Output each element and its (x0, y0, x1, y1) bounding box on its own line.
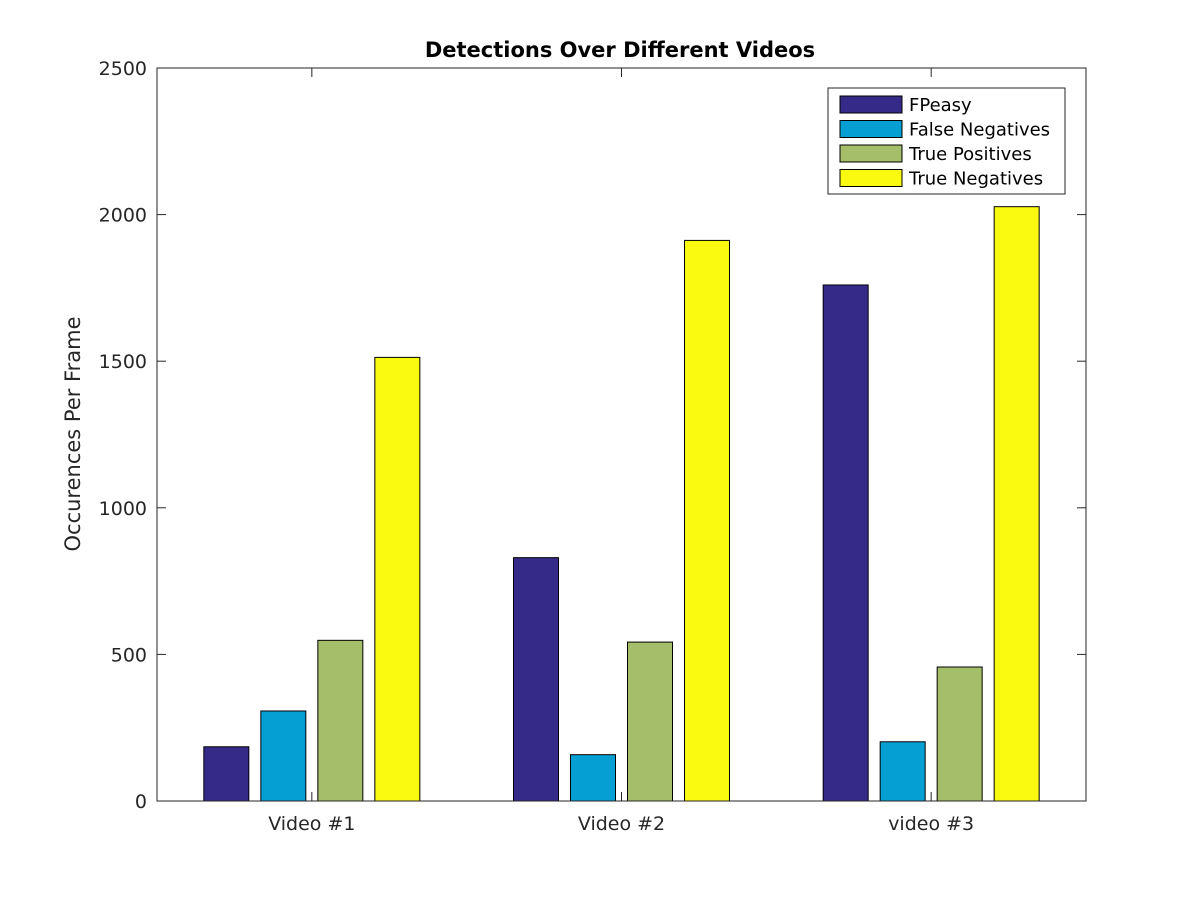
legend: FPeasy False Negatives True Positives True … (827, 87, 1066, 195)
legend-entry: False Negatives (909, 120, 1050, 141)
axes-group: 0 500 1000 1500 2000 2500 Video #1 Video #2 vide… (99, 58, 1087, 835)
bar (317, 639, 364, 802)
bar (570, 754, 616, 802)
y-tick-label: 2000 (99, 205, 147, 227)
y-axis-label: Occurences Per Frame (61, 317, 85, 552)
y-tick-label: 0 (135, 791, 147, 813)
x-tick-label: Video #1 (268, 813, 355, 835)
bar (684, 239, 730, 802)
x-tick-label: Video #2 (578, 813, 665, 835)
bar (822, 284, 869, 802)
bar (993, 206, 1040, 802)
y-tick-label: 2500 (99, 58, 147, 80)
bar (374, 356, 421, 802)
legend-entry: True Positives (908, 144, 1032, 165)
bar (260, 710, 307, 802)
legend-swatch (839, 120, 903, 138)
legend-entry: FPeasy (909, 95, 972, 116)
bars-group (203, 206, 1040, 802)
legend-entry: True Negatives (908, 169, 1043, 190)
legend-swatch (839, 144, 903, 163)
y-tick-label: 500 (111, 644, 147, 666)
chart-title: Detections Over Different Videos (425, 38, 815, 62)
bar (879, 741, 926, 802)
legend-swatch (839, 95, 903, 114)
bar (936, 666, 983, 802)
legend-swatch (839, 169, 903, 187)
y-tick-label: 1000 (99, 498, 147, 520)
bar (627, 641, 673, 802)
x-tick-label: video #3 (888, 813, 974, 835)
y-tick-label: 1500 (99, 351, 147, 373)
bar (203, 746, 250, 802)
bar (513, 557, 559, 802)
